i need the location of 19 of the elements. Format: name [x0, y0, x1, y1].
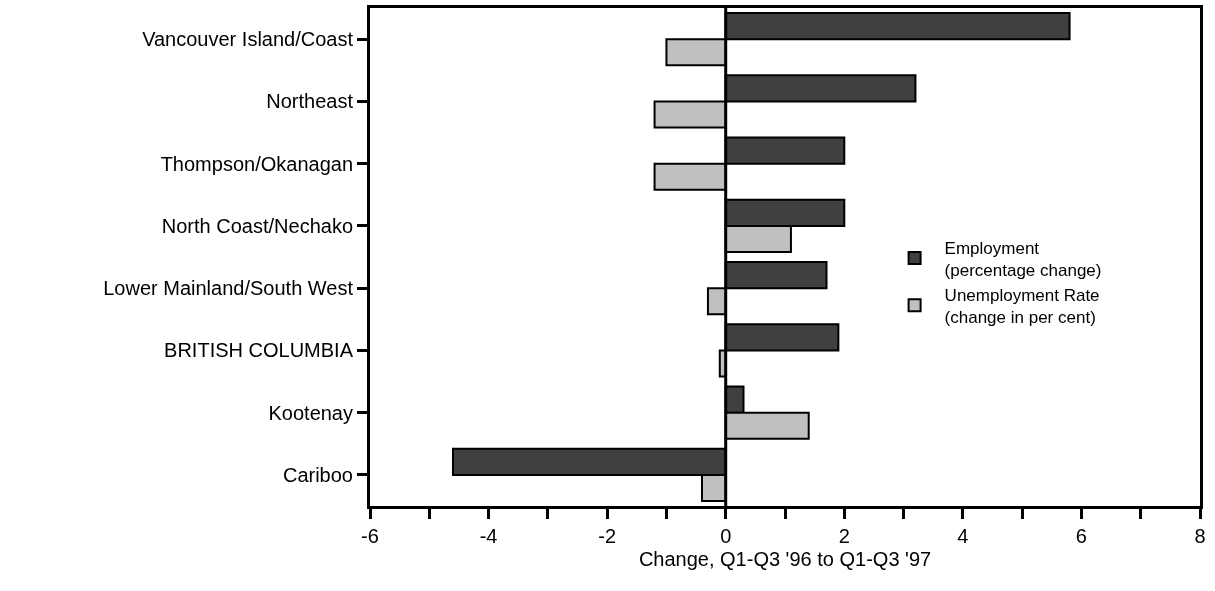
x-axis-title: Change, Q1-Q3 '96 to Q1-Q3 '97 [638, 547, 932, 570]
legend-label: Employment (percentage change) [944, 238, 1102, 280]
y-tick-label: BRITISH COLUMBIA [164, 339, 354, 362]
x-tick-label: -4 [479, 525, 498, 547]
y-tick-label: Kootenay [268, 401, 353, 424]
y-tick-label: Lower Mainland/South West [103, 277, 354, 300]
x-tick-label: 4 [957, 525, 969, 547]
x-tick-label: 0 [720, 525, 732, 547]
x-tick-label: 6 [1075, 525, 1087, 547]
x-tick-label: -6 [361, 525, 379, 547]
y-tick-label: Thompson/Okanagan [160, 152, 353, 175]
y-tick-label: Cariboo [282, 463, 353, 486]
y-tick-label: North Coast/Nechako [161, 214, 353, 237]
x-tick-label: 8 [1194, 525, 1206, 547]
x-tick-label: -2 [598, 525, 617, 547]
x-tick-label: 2 [838, 525, 850, 547]
y-tick-label: Vancouver Island/Coast [142, 28, 354, 51]
y-tick-label: Northeast [266, 90, 354, 113]
legend-label: Unemployment Rate (change in per cent) [944, 285, 1100, 327]
